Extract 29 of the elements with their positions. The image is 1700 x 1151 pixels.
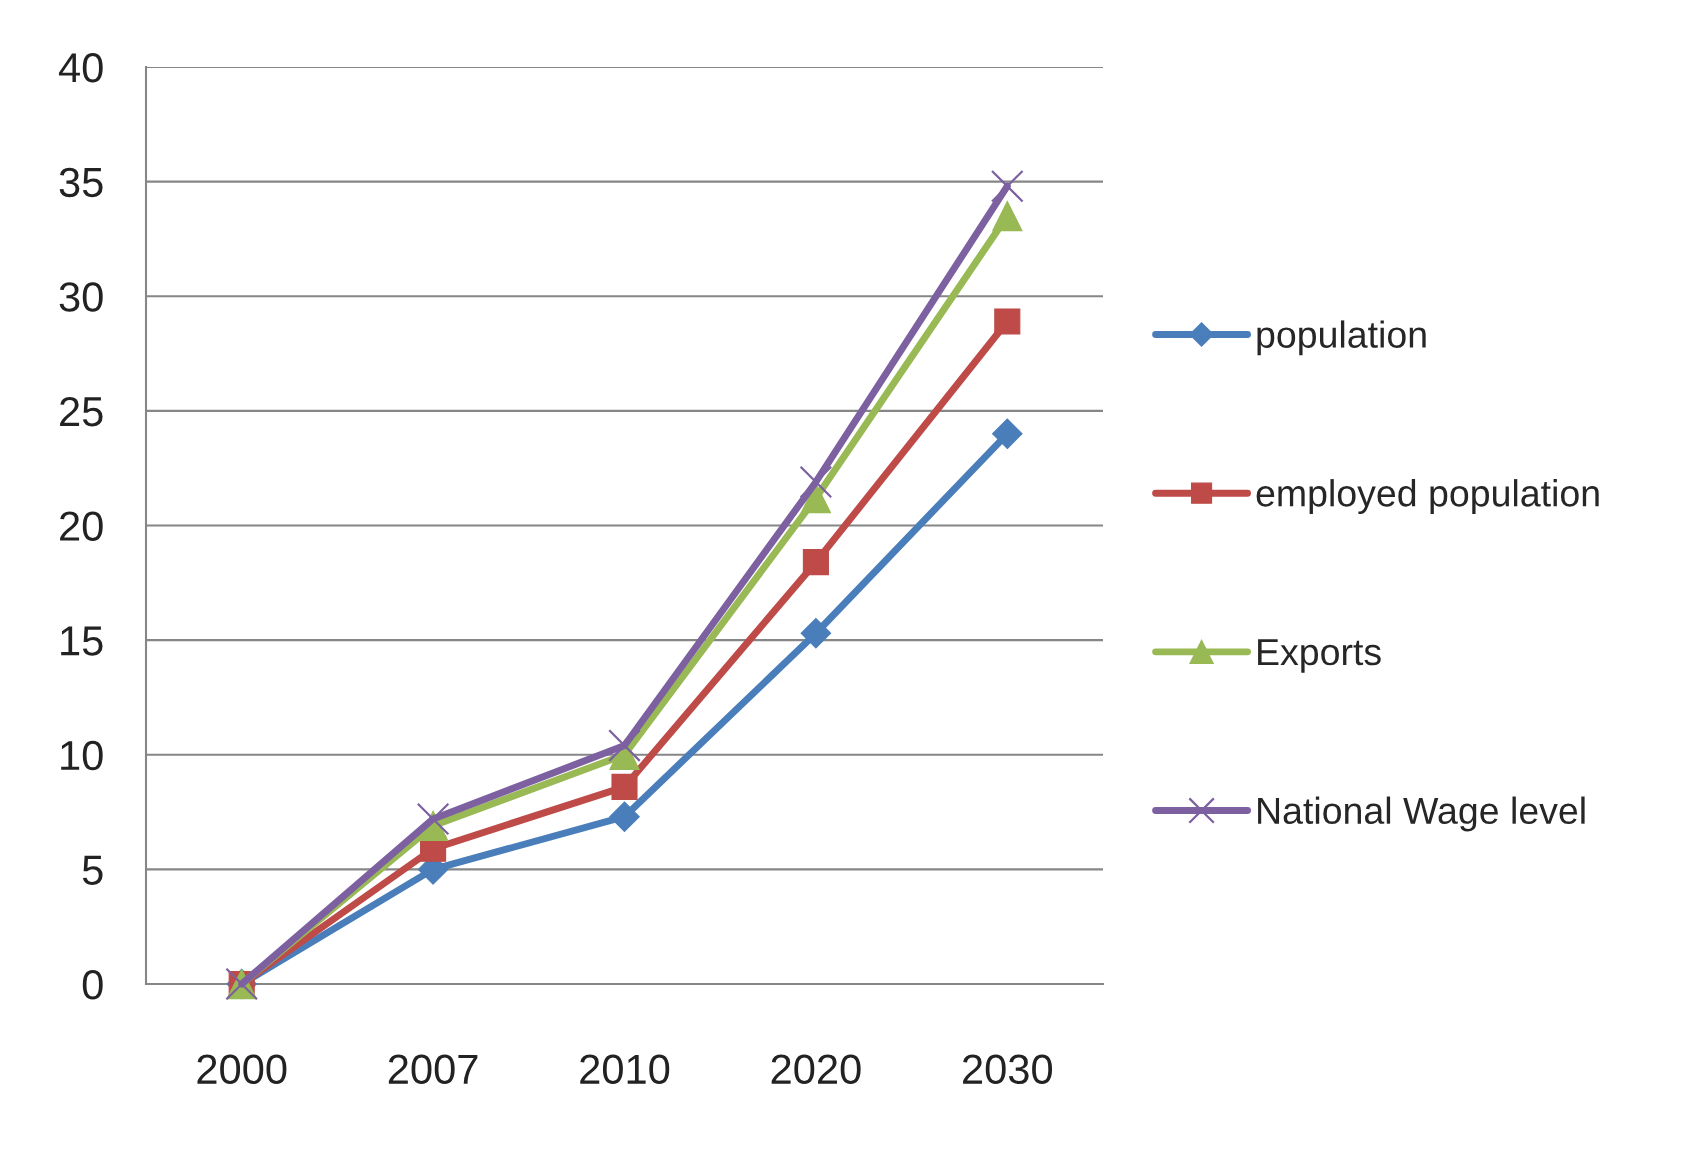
- x-tick-label: 2007: [388, 1054, 478, 1085]
- point: [802, 549, 829, 576]
- point: [799, 465, 833, 499]
- point: [608, 729, 641, 762]
- point: [992, 200, 1023, 232]
- point: [416, 802, 450, 836]
- point: [990, 169, 1024, 203]
- point: [609, 801, 640, 832]
- y-tick-label: 0: [82, 970, 103, 1000]
- legend-label: employed population: [1256, 479, 1599, 515]
- y-tick-label: 10: [61, 740, 103, 771]
- y-tick-label: 5: [82, 855, 103, 885]
- y-tick-label: 20: [60, 511, 103, 542]
- y-tick-label: 25: [60, 396, 103, 427]
- legend-label: Exports: [1258, 639, 1381, 673]
- y-tick-label: 15: [61, 626, 103, 656]
- point: [611, 773, 638, 800]
- point: [992, 418, 1023, 450]
- x-tick-label: 2010: [580, 1054, 670, 1085]
- x-tick-label: 2020: [771, 1054, 861, 1085]
- point: [800, 617, 832, 649]
- y-tick-label: 40: [58, 53, 103, 83]
- x-tick-label: 2030: [963, 1054, 1053, 1085]
- point: [994, 308, 1021, 335]
- y-tick-label: 35: [59, 167, 103, 198]
- legend-label: National Wage level: [1258, 796, 1585, 832]
- x-tick-label: 2000: [197, 1054, 287, 1085]
- y-tick-label: 30: [59, 282, 103, 312]
- legend-label: population: [1257, 320, 1426, 356]
